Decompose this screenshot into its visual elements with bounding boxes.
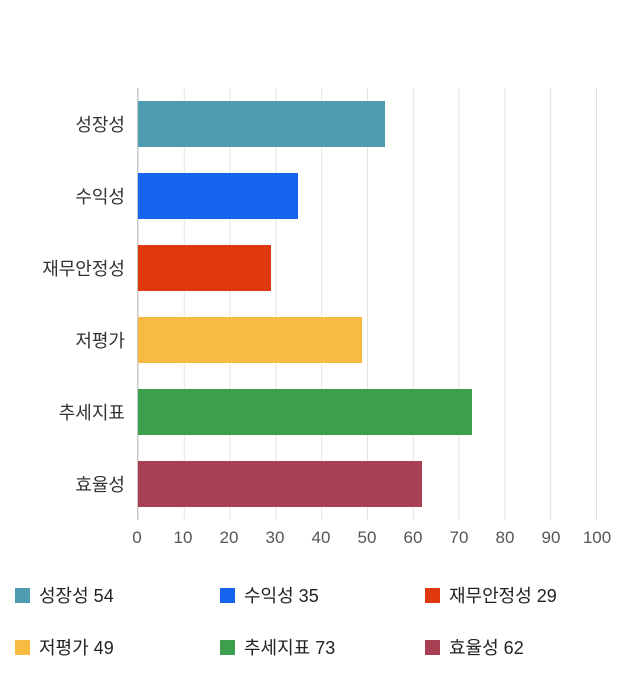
legend-label: 수익성 35 — [244, 586, 319, 606]
y-axis-label: 수익성 — [75, 187, 125, 207]
bar-추세지표 — [138, 389, 473, 435]
y-axis-label: 저평가 — [75, 331, 125, 351]
x-axis-tick-label: 20 — [219, 528, 239, 547]
y-axis-label: 재무안정성 — [42, 259, 125, 279]
bar-track — [137, 232, 597, 304]
bar-수익성 — [138, 173, 299, 219]
legend-swatch-icon — [425, 587, 440, 603]
x-axis-tick-label: 90 — [541, 528, 561, 547]
legend-label: 효율성 62 — [449, 638, 524, 658]
chart-row: 효율성 — [0, 448, 640, 520]
x-axis-tick-label: 100 — [582, 528, 612, 547]
x-axis-tick-label: 0 — [132, 528, 142, 547]
chart-row: 수익성 — [0, 160, 640, 232]
legend-swatch-icon — [220, 587, 235, 603]
bar-track — [137, 88, 597, 160]
x-axis-tick-label: 60 — [403, 528, 423, 547]
legend-item: 효율성 62 — [425, 634, 630, 660]
legend: 성장성 54 수익성 35 재무안정성 29 저평가 49 추세지표 73 효율성 62 — [15, 582, 630, 660]
legend-label: 추세지표 73 — [244, 638, 336, 658]
bar-track — [137, 376, 597, 448]
x-axis-tick-label: 70 — [449, 528, 469, 547]
legend-item: 추세지표 73 — [220, 634, 425, 660]
chart-row: 재무안정성 — [0, 232, 640, 304]
bar-재무안정성 — [138, 245, 271, 291]
bar-track — [137, 448, 597, 520]
x-axis-tick-label: 80 — [495, 528, 515, 547]
legend-label: 성장성 54 — [39, 586, 114, 606]
bar-track — [137, 160, 597, 232]
x-axis-tick-label: 40 — [311, 528, 331, 547]
chart-row: 저평가 — [0, 304, 640, 376]
x-axis-tick-label: 10 — [173, 528, 193, 547]
legend-swatch-icon — [220, 639, 235, 655]
bar-track — [137, 304, 597, 376]
y-axis-label: 효율성 — [75, 475, 125, 495]
legend-item: 수익성 35 — [220, 582, 425, 608]
y-axis-label: 추세지표 — [58, 403, 125, 423]
legend-label: 재무안정성 29 — [449, 586, 557, 606]
legend-label: 저평가 49 — [39, 638, 114, 658]
legend-swatch-icon — [15, 587, 30, 603]
legend-swatch-icon — [425, 639, 440, 655]
bar-효율성 — [138, 461, 422, 507]
bar-저평가 — [138, 317, 363, 363]
chart-row: 성장성 — [0, 88, 640, 160]
x-axis-tick-label: 30 — [265, 528, 285, 547]
legend-item: 성장성 54 — [15, 582, 220, 608]
x-axis-tick-label: 50 — [357, 528, 377, 547]
x-axis: 0 10 20 30 40 50 60 70 80 90 100 — [132, 520, 611, 554]
y-axis-label: 성장성 — [75, 115, 125, 135]
legend-swatch-icon — [15, 639, 30, 655]
legend-item: 저평가 49 — [15, 634, 220, 660]
chart-row: 추세지표 — [0, 376, 640, 448]
bar-성장성 — [138, 101, 386, 147]
legend-item: 재무안정성 29 — [425, 582, 630, 608]
